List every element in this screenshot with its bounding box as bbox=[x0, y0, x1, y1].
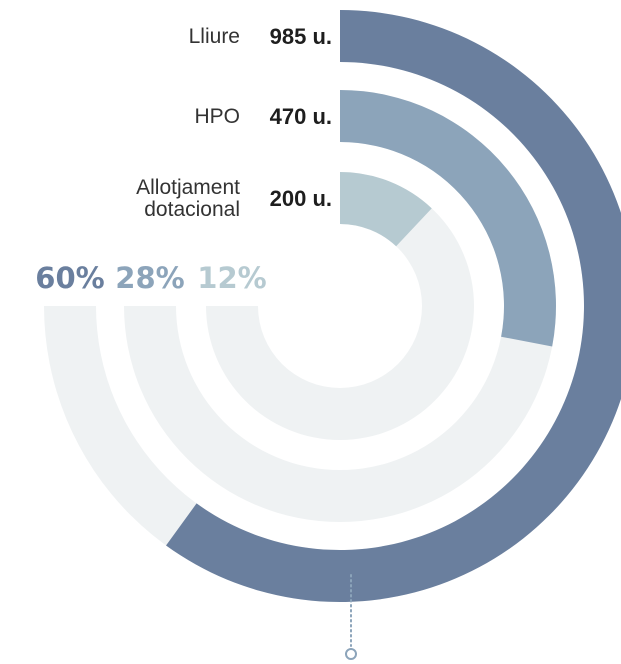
bar-dotacional bbox=[340, 172, 432, 247]
pointer-circle-icon bbox=[345, 648, 357, 660]
ring-tracks bbox=[44, 10, 621, 602]
value-label-hpo: 470 u. bbox=[270, 104, 332, 129]
category-label-dotacional: Allotjament dotacional bbox=[136, 176, 240, 221]
bar-hpo bbox=[340, 90, 556, 347]
pointer-marker bbox=[345, 574, 357, 660]
percent-label-dotacional: 12% bbox=[197, 261, 266, 295]
percent-label-lliure: 60% bbox=[35, 261, 104, 295]
percent-labels: 60% 28% 12% bbox=[35, 261, 266, 295]
category-label-hpo: HPO bbox=[194, 105, 240, 128]
category-labels: 985 u. Lliure 470 u. HPO 200 u. Allotjament do… bbox=[136, 24, 332, 221]
bar-lliure bbox=[166, 10, 621, 602]
percent-label-hpo: 28% bbox=[115, 261, 184, 295]
value-label-lliure: 985 u. bbox=[270, 24, 332, 49]
value-label-dotacional: 200 u. bbox=[270, 186, 332, 211]
category-label-lliure: Lliure bbox=[189, 25, 240, 48]
track-dotacional bbox=[206, 172, 474, 440]
ring-bars bbox=[166, 10, 621, 602]
